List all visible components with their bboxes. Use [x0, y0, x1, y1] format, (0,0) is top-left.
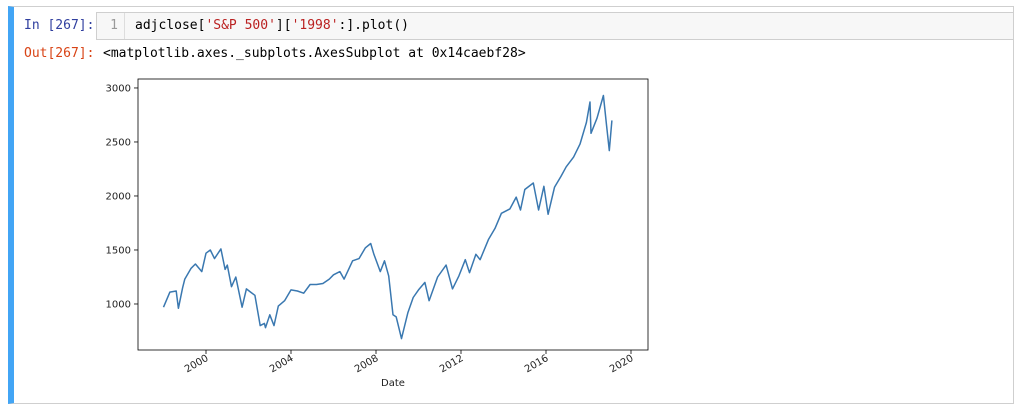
code: adjclose['S&P 500']['1998':].plot()	[135, 13, 409, 39]
price-line	[162, 94, 613, 340]
notebook-cell	[8, 6, 1014, 404]
x-tick-label: 2012	[438, 353, 466, 375]
x-tick-label: 2016	[523, 353, 551, 375]
x-tick-label: 2008	[353, 353, 381, 375]
output-text: <matplotlib.axes._subplots.AxesSubplot a…	[103, 46, 526, 61]
input-prompt: In [267]:	[24, 18, 95, 33]
x-tick-label: 2004	[268, 353, 296, 375]
x-tick-label: 2000	[183, 353, 211, 375]
code-token: '1998'	[291, 18, 339, 33]
y-tick-label: 1500	[106, 245, 131, 256]
y-tick-label: 2000	[106, 191, 131, 202]
code-token: adjclose[	[135, 18, 206, 33]
code-token: :].plot()	[338, 18, 409, 33]
chart: Date 1000 1500 2000 2500 3000 2000 2004 2008 201…	[106, 78, 649, 389]
x-tick-label: 2020	[608, 353, 636, 375]
plot-frame	[137, 78, 649, 351]
code-token: 'S&P 500'	[205, 18, 276, 33]
y-tick-label: 2500	[106, 137, 131, 148]
code-token: ][	[275, 18, 292, 33]
y-tick-label: 3000	[106, 83, 131, 94]
code-editor[interactable]: 1 adjclose['S&P 500']['1998':].plot()	[96, 12, 1014, 40]
x-axis-label: Date	[381, 378, 405, 389]
y-tick-label: 1000	[106, 299, 131, 310]
output-prompt: Out[267]:	[24, 46, 95, 61]
line-number: 1	[97, 13, 125, 39]
